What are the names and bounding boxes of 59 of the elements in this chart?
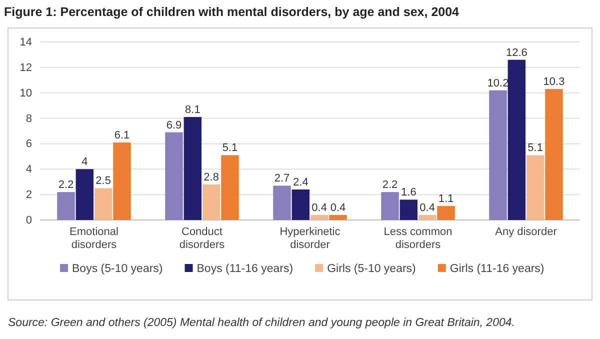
x-tick-label: Hyperkinetic disorder bbox=[280, 226, 341, 251]
data-label: 2.4 bbox=[293, 176, 308, 188]
bar bbox=[76, 169, 94, 220]
x-tick-label: Any disorder bbox=[495, 226, 558, 238]
legend-label: Boys (11-16 years) bbox=[196, 263, 294, 275]
bar bbox=[113, 142, 131, 220]
bar bbox=[437, 206, 455, 220]
y-tick-label: 8 bbox=[26, 112, 32, 125]
data-label: 4 bbox=[82, 156, 88, 168]
data-label: 6.9 bbox=[166, 119, 182, 132]
data-label: 0.4 bbox=[312, 202, 327, 214]
bar bbox=[329, 214, 347, 220]
y-tick-label: 6 bbox=[26, 138, 32, 150]
data-label: 1.1 bbox=[438, 193, 454, 206]
x-tick-label: Less common disorders bbox=[384, 226, 452, 251]
bar bbox=[94, 188, 112, 220]
data-label: 2.2 bbox=[58, 179, 74, 192]
legend-label: Boys (5-10 years) bbox=[72, 263, 163, 275]
bar bbox=[221, 155, 239, 220]
x-tick-label: Emotional disorders bbox=[70, 226, 118, 251]
bar bbox=[292, 189, 310, 220]
data-label: 5.1 bbox=[222, 142, 238, 154]
data-label: 10.2 bbox=[487, 77, 509, 90]
data-label: 2.8 bbox=[204, 171, 219, 184]
chart-title: Figure 1: Percentage of children with mental disorders, by age and sex, 2004 bbox=[4, 5, 460, 19]
bar bbox=[273, 186, 291, 220]
data-label: 1.6 bbox=[401, 186, 416, 199]
data-label: 8.1 bbox=[185, 104, 200, 116]
data-label: 2.7 bbox=[274, 172, 290, 185]
y-tick-label: 4 bbox=[26, 164, 32, 176]
y-tick-label: 0 bbox=[26, 214, 32, 227]
data-label: 0.4 bbox=[420, 202, 435, 214]
legend-label: Girls (5-10 years) bbox=[327, 263, 416, 275]
bar bbox=[545, 89, 563, 220]
data-label: 10.3 bbox=[543, 76, 565, 88]
x-tick-label: Conduct disorders bbox=[179, 226, 226, 251]
bar bbox=[184, 117, 202, 220]
data-label: 12.6 bbox=[506, 46, 528, 59]
y-tick-label: 2 bbox=[26, 189, 32, 202]
bar bbox=[508, 60, 526, 220]
bar bbox=[381, 192, 399, 220]
y-tick-label: 12 bbox=[20, 62, 32, 74]
bar bbox=[418, 214, 436, 220]
y-tick-label: 14 bbox=[20, 36, 32, 49]
data-label: 6.1 bbox=[114, 129, 130, 142]
source-note: Source: Green and others (2005) Mental health of children and young people in Great Britain, 2004. bbox=[8, 317, 515, 329]
data-label: 2.5 bbox=[96, 175, 111, 188]
y-tick-label: 10 bbox=[20, 87, 32, 100]
legend-label: Girls (11-16 years) bbox=[450, 263, 544, 275]
data-label: 0.4 bbox=[330, 202, 346, 214]
bar bbox=[202, 184, 220, 220]
data-label: 2.2 bbox=[382, 179, 398, 192]
bar bbox=[310, 214, 328, 220]
bar bbox=[57, 192, 75, 220]
bar bbox=[400, 200, 418, 220]
bar bbox=[526, 155, 544, 220]
bar bbox=[489, 90, 507, 220]
data-label: 5.1 bbox=[528, 142, 543, 154]
bar bbox=[165, 132, 183, 220]
